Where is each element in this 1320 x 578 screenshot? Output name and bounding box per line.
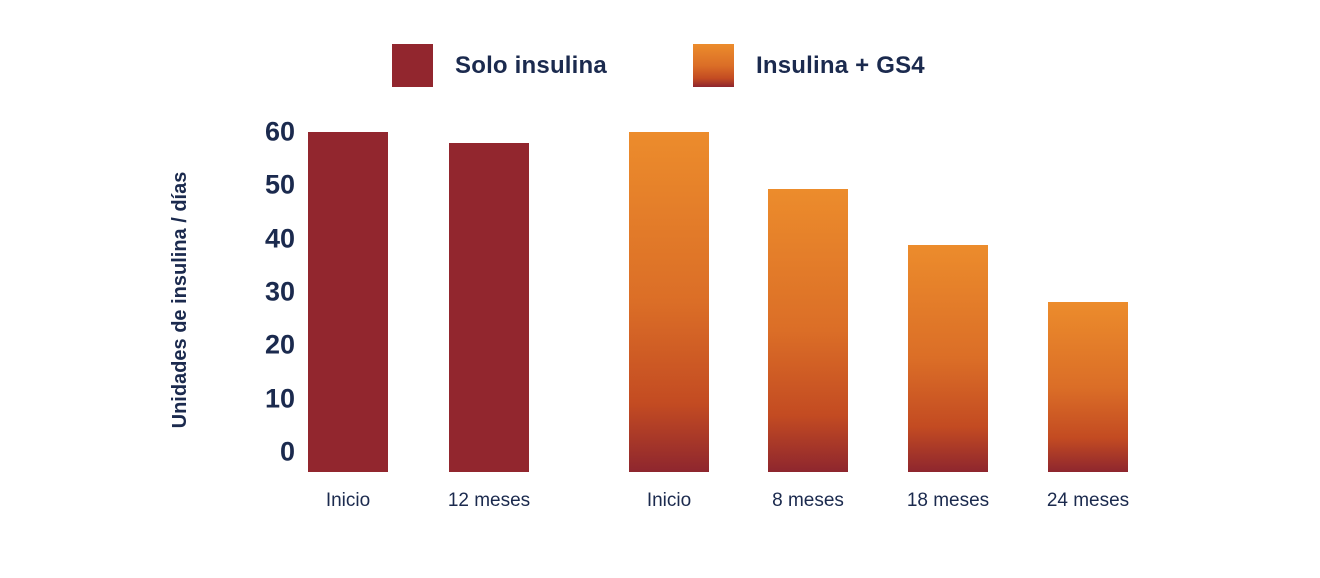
legend-label: Insulina + GS4 — [756, 51, 925, 79]
y-tick-label: 60 — [264, 116, 295, 147]
bar-solo-insulina — [308, 132, 388, 472]
x-axis-label: 24 meses — [1046, 490, 1130, 511]
bar-insulina-gs4 — [908, 245, 988, 472]
legend-item-insulina-gs4: Insulina + GS4 — [693, 44, 925, 87]
x-axis-label: Inicio — [646, 490, 692, 511]
y-tick-label: 10 — [264, 383, 295, 414]
legend-swatch-solid-red — [392, 44, 433, 87]
y-axis-title: Unidades de insulina / días — [169, 171, 191, 429]
bar-insulina-gs4 — [768, 188, 848, 472]
y-tick-label: 0 — [279, 436, 295, 467]
legend-label: Solo insulina — [455, 51, 607, 79]
x-axis-label: Inicio — [325, 490, 371, 511]
y-tick-label: 50 — [264, 169, 295, 200]
x-axis-label: 8 meses — [772, 490, 844, 511]
y-tick-label: 30 — [264, 276, 295, 307]
legend-swatch-orange-gradient — [693, 44, 734, 87]
bar-insulina-gs4 — [629, 132, 709, 472]
x-axis-label: 12 meses — [447, 490, 531, 511]
legend-item-solo-insulina: Solo insulina — [392, 44, 607, 87]
y-tick-label: 40 — [264, 223, 295, 254]
bar-solo-insulina — [449, 143, 529, 472]
bar-insulina-gs4 — [1048, 302, 1128, 472]
y-tick-label: 20 — [264, 329, 295, 360]
x-axis-label: 18 meses — [906, 490, 990, 511]
